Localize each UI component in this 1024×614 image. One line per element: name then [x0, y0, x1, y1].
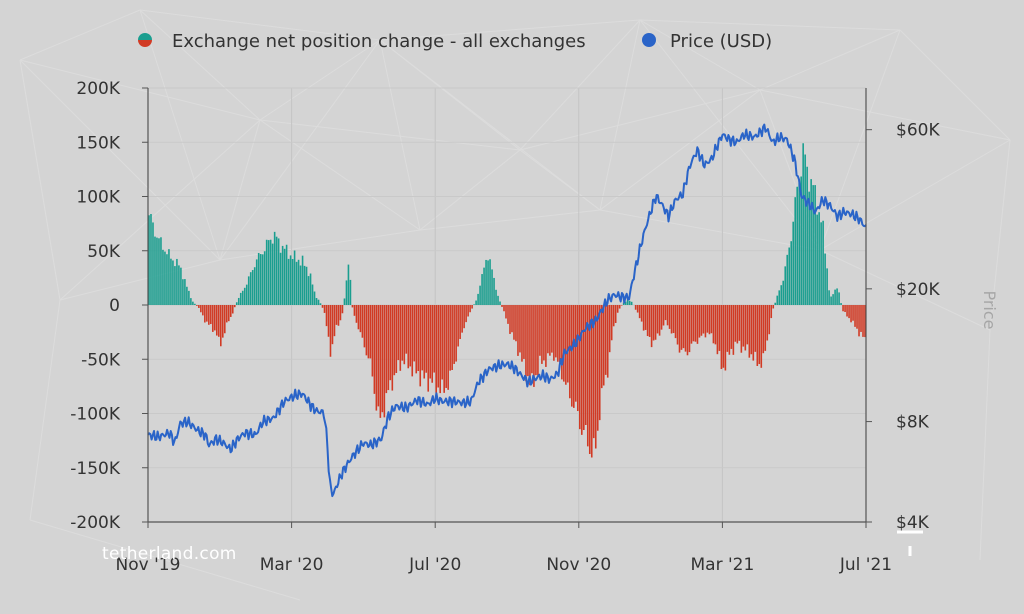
background-line: [599, 19, 641, 211]
right-tick-label: $20K: [896, 280, 940, 300]
left-tick-label: -150K: [70, 459, 121, 479]
left-tick-label: 150K: [76, 133, 120, 153]
price-line: [147, 123, 867, 498]
background-line: [989, 139, 1011, 331]
right-tick-label: $8K: [896, 413, 930, 433]
legend-item-price[interactable]: Price (USD): [642, 31, 772, 52]
legend-item-net-position[interactable]: Exchange net position change - all excha…: [138, 31, 586, 52]
net-position-bars: [148, 143, 866, 458]
background-line: [59, 119, 261, 301]
background-line: [259, 119, 521, 151]
background-line: [979, 329, 991, 561]
background-line: [259, 119, 421, 231]
background-line: [259, 39, 381, 121]
left-tick-label: -50K: [81, 350, 121, 370]
left-tick-label: -200K: [70, 513, 121, 533]
left-tick-label: -100K: [70, 405, 121, 425]
gridlines: [147, 87, 867, 523]
x-tick-label: Mar '21: [691, 555, 755, 575]
background-line: [219, 39, 381, 261]
background-line: [639, 19, 901, 31]
legend-label-price: Price (USD): [670, 31, 772, 52]
watermark-logo-text: tetherland.com: [102, 544, 237, 564]
background-line: [759, 29, 901, 91]
background-line: [639, 19, 821, 251]
x-tick-label: Jul '20: [408, 555, 461, 575]
x-tick-label: Jul '21: [839, 555, 892, 575]
right-axis-tick-labels: $60K $20K $8K $4K: [866, 121, 940, 533]
background-line: [639, 19, 761, 91]
background-line: [599, 89, 761, 211]
background-line: [519, 89, 761, 151]
background-line: [219, 119, 261, 261]
background-line: [139, 9, 261, 121]
x-tick-label: Nov '20: [546, 555, 611, 575]
right-axis-title: Price: [980, 290, 999, 329]
background-line: [759, 89, 1011, 141]
corner-bracket-icon: [897, 530, 923, 556]
legend-marker-positive: [138, 33, 152, 40]
legend-marker-price: [642, 33, 656, 47]
background-line: [379, 39, 601, 211]
left-axis-tick-labels: 200K 150K 100K 50K 0 -50K -100K -150K -200K: [70, 79, 148, 533]
background-line: [379, 39, 421, 231]
background-line: [519, 19, 641, 151]
left-tick-label: 200K: [76, 79, 120, 99]
legend: Exchange net position change - all excha…: [138, 31, 772, 52]
background-line: [29, 519, 301, 601]
background-line: [759, 89, 821, 251]
background-line: [899, 29, 1011, 141]
background-line: [19, 9, 141, 61]
background-network-pattern: [19, 9, 1011, 601]
background-line: [819, 249, 991, 331]
x-tick-label: Nov '19: [116, 555, 181, 575]
background-line: [19, 59, 261, 121]
left-tick-label: 100K: [76, 188, 120, 208]
background-line: [29, 299, 61, 521]
background-line: [519, 149, 601, 211]
x-tick-label: Mar '20: [260, 555, 324, 575]
legend-label-net-position: Exchange net position change - all excha…: [172, 31, 586, 52]
background-line: [139, 9, 381, 41]
right-tick-label: $60K: [896, 121, 940, 141]
background-line: [219, 229, 421, 261]
background-line: [819, 139, 1011, 251]
background-line: [139, 9, 221, 261]
background-line: [419, 209, 601, 231]
background-line: [599, 209, 821, 251]
background-line: [19, 59, 61, 301]
background-line: [419, 149, 521, 231]
right-tick-label: $4K: [896, 513, 930, 533]
x-axis-tick-labels: Nov '19 Mar '20 Jul '20 Nov '20 Mar '21 Jul '…: [116, 522, 892, 575]
background-line: [59, 259, 221, 301]
background-line: [819, 29, 901, 251]
background-line: [379, 19, 641, 41]
legend-marker-negative: [138, 40, 152, 47]
left-tick-label: 0: [109, 296, 120, 316]
background-line: [19, 59, 221, 261]
left-tick-label: 50K: [87, 242, 121, 262]
